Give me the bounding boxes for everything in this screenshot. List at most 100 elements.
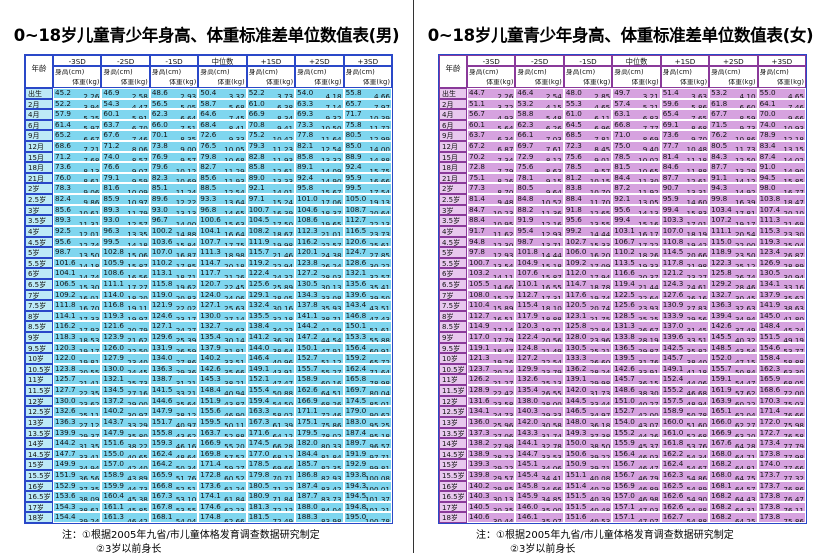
weight-value: 27.85 — [369, 252, 390, 258]
weight-value: 81.84 — [320, 454, 342, 460]
weight-value: 51.60 — [686, 422, 708, 428]
value-cell: 97.1 15.24 — [246, 194, 296, 205]
weight-value: 2.85 — [594, 93, 611, 99]
height-value: 156.7 — [614, 470, 635, 479]
weight-value: 14.01 — [272, 188, 294, 195]
height-value: 116.2 — [297, 237, 318, 245]
height-value: 54.0 — [297, 89, 314, 97]
value-cell: 72.8 7.79 — [467, 162, 516, 173]
weight-value: 7.51 — [180, 125, 197, 131]
value-cell: 168.2 64.31 — [709, 501, 758, 513]
age-cell: 2.5岁 — [439, 194, 467, 205]
height-value: 81.2 — [565, 173, 582, 182]
value-cell: 85.8 13.32 — [295, 151, 344, 163]
age-cell: 9.5岁 — [439, 342, 467, 354]
value-cell: 131.6 23.58 — [467, 395, 516, 407]
height-value: 107.6 — [517, 269, 538, 277]
value-cell: 137.3 27.06 — [467, 427, 516, 439]
height-value: 58.8 — [517, 110, 534, 118]
value-cell: 134.1 24.73 — [467, 406, 516, 417]
weight-value: 30.94 — [783, 273, 804, 279]
height-value: 174.5 — [248, 439, 270, 447]
weight-value: 10.50 — [320, 125, 342, 131]
value-cell: 144.0 38.64 — [246, 342, 296, 354]
height-value: 79.6 — [151, 163, 168, 171]
height-value: 123.8 — [55, 364, 76, 373]
value-cell: 64.5 6.96 — [563, 119, 613, 131]
value-cell: 168.0 64.75 — [709, 469, 758, 481]
sd-header: -1SD — [563, 55, 613, 66]
value-cell: 134.3 33.08 — [295, 289, 344, 301]
value-cell: 173.4 77.79 — [757, 438, 806, 449]
value-cell: 71.0 8.69 — [612, 130, 661, 142]
height-value: 124.3 — [662, 279, 684, 288]
value-cell: 136.3 29.36 — [149, 363, 199, 375]
height-value: 66.8 — [614, 120, 631, 129]
weight-value: 9.00 — [180, 146, 197, 152]
height-value: 136.0 — [469, 417, 490, 426]
weight-value: 15.06 — [127, 252, 148, 258]
height-value: 145.8 — [517, 481, 538, 489]
height-value: 121.6 — [103, 322, 124, 330]
value-cell: 95.6 14.13 — [612, 204, 661, 216]
value-cell: 124.0 24.06 — [198, 289, 247, 301]
value-cell: 161.0 52.68 — [660, 427, 710, 439]
age-cell: 6月 — [25, 119, 53, 131]
weight-value: 38.22 — [127, 443, 148, 449]
value-cell: 77.8 11.64 — [295, 130, 344, 142]
value-cell: 142.6 33.91 — [612, 363, 661, 375]
height-value: 151.5 — [565, 502, 587, 510]
value-cell: 168.0 64.71 — [709, 448, 758, 460]
weight-value: 55.27 — [320, 369, 342, 375]
weight-value: 14.66 — [492, 284, 514, 290]
age-cell: 21月 — [439, 172, 467, 184]
height-value: 163.7 — [200, 428, 221, 436]
weight-value: 58.02 — [272, 411, 294, 417]
age-cell: 6月 — [439, 119, 467, 131]
weight-value: 7.97 — [373, 103, 390, 110]
weight-value: 21.69 — [783, 220, 804, 226]
age-cell: 14岁 — [25, 438, 53, 449]
weight-value: 31.74 — [541, 432, 562, 439]
weight-value: 38.50 — [589, 443, 611, 449]
weight-value: 16.87 — [175, 252, 197, 258]
value-cell: 147.7 33.41 — [53, 448, 102, 460]
value-cell: 76.6 9.07 — [101, 162, 150, 173]
value-cell: 168.2 64.81 — [709, 459, 758, 470]
value-cell: 136.0 25.96 — [467, 416, 516, 428]
weight-value: 24.06 — [224, 294, 245, 301]
weight-value: 10.95 — [492, 220, 514, 226]
table-border — [24, 54, 393, 524]
weight-value: 40.97 — [175, 422, 197, 428]
weight-value: 41.18 — [686, 369, 708, 375]
value-cell: 96.7 14.00 — [149, 215, 199, 226]
height-value: 49.7 — [614, 89, 631, 97]
value-cell: 80.5 12.99 — [343, 130, 392, 142]
value-cell: 174.5 66.28 — [246, 438, 296, 449]
value-cell: 105.5 14.66 — [467, 278, 516, 290]
weight-value: 21.27 — [492, 379, 514, 386]
value-cell: 60.1 5.91 — [101, 109, 150, 120]
weight-value: 64.28 — [734, 443, 756, 449]
value-cell: 82.4 9.86 — [53, 194, 102, 205]
weight-value: 72.46 — [320, 411, 342, 417]
weight-value: 100.08 — [364, 475, 390, 481]
weight-value: 46.42 — [127, 517, 148, 523]
value-cell: 155.2 44.26 — [612, 427, 661, 439]
age-cell: 4岁 — [25, 225, 53, 237]
weight-value: 7.03 — [545, 135, 562, 142]
value-cell: 172.7 76.58 — [757, 427, 806, 439]
value-cell: 91.0 14.90 — [757, 162, 806, 173]
height-value: 67.6 — [103, 131, 120, 139]
height-value: 101.0 — [297, 195, 318, 203]
weight-value: 4.66 — [373, 93, 390, 99]
weight-value: 40.32 — [734, 337, 756, 343]
height-value: 122.0 — [55, 354, 76, 362]
weight-value: 50.34 — [175, 464, 197, 470]
weight-value: 6.96 — [594, 125, 611, 131]
height-value: 171.6 — [248, 428, 270, 436]
weight-value: 4.18 — [325, 93, 342, 99]
value-cell: 125.8 26.74 — [709, 268, 758, 279]
weight-value: 68.05 — [783, 379, 804, 386]
value-cell: 137.9 31.81 — [198, 342, 247, 354]
